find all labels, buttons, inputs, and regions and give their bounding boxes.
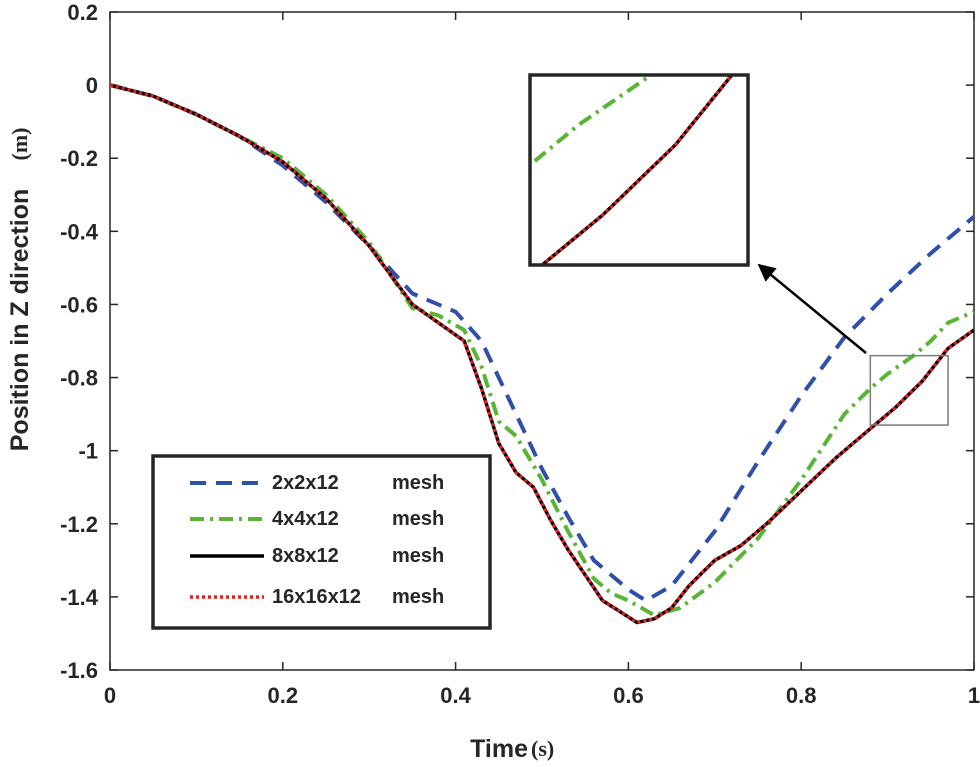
y-tick-label: -0.2 <box>60 146 98 171</box>
legend-label: 16x16x12 <box>272 586 361 608</box>
legend: 2x2x12 mesh 4x4x12 mesh 8x8x12 mesh 16x16x12 me… <box>151 454 492 630</box>
legend-label: 2x2x12 <box>272 472 339 494</box>
legend-label: 8x8x12 <box>272 545 339 567</box>
y-tick-label: 0.2 <box>67 0 98 25</box>
y-tick-label: -0.6 <box>60 292 98 317</box>
series-lines <box>110 83 974 625</box>
y-tick-label: 0 <box>86 73 98 98</box>
x-tick-label: 0.2 <box>268 683 299 708</box>
legend-suffix: mesh <box>392 508 444 530</box>
plot-area-frame <box>109 11 975 671</box>
y-tick-label: -0.8 <box>60 366 98 391</box>
inset-background <box>530 75 748 265</box>
y-tick-label: -1.4 <box>60 585 99 610</box>
legend-suffix: mesh <box>392 586 444 608</box>
x-tick-label: 1 <box>968 683 980 708</box>
y-tick-label: -0.4 <box>60 219 99 244</box>
inset-series-lines <box>530 75 735 265</box>
zoom-region-box <box>869 354 949 426</box>
x-axis-ticks: 0 0.2 0.4 0.6 0.8 1 <box>104 12 980 708</box>
x-axis-unit: (s) <box>531 736 554 761</box>
y-tick-label: -1 <box>78 439 98 464</box>
series-line-2x2x12 <box>110 83 974 603</box>
inset-line-4x4x12 <box>530 75 655 168</box>
legend-label: 4x4x12 <box>272 508 339 530</box>
legend-suffix: mesh <box>392 545 444 567</box>
x-tick-label: 0 <box>104 683 116 708</box>
y-tick-label: -1.6 <box>60 658 98 683</box>
y-axis-label: Position in Z direction <box>6 189 34 452</box>
inset-line-16x16x12 <box>539 75 735 265</box>
series-line-8x8x12 <box>110 83 974 625</box>
legend-box <box>151 454 492 630</box>
x-tick-label: 0.8 <box>786 683 817 708</box>
y-tick-label: -1.2 <box>60 512 98 537</box>
y-axis-ticks: 0.2 0 -0.2 -0.4 -0.6 -0.8 -1 -1.2 -1.4 -1.6 <box>60 0 974 683</box>
x-tick-label: 0.4 <box>440 683 471 708</box>
x-tick-label: 0.6 <box>613 683 644 708</box>
y-axis-unit: (m) <box>7 128 32 161</box>
x-axis-label: Time <box>470 735 528 763</box>
series-line-4x4x12 <box>110 83 974 618</box>
inset-frame <box>528 73 750 267</box>
legend-suffix: mesh <box>392 472 444 494</box>
zoom-arrow <box>757 263 867 354</box>
